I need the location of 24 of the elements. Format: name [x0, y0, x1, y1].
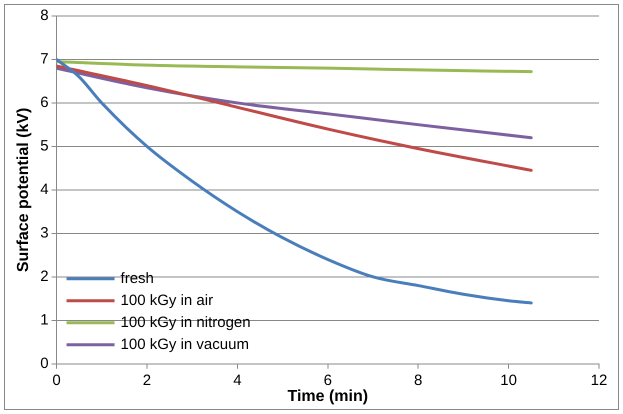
y-tick-label: 7 — [40, 50, 49, 68]
y-tick-label: 0 — [40, 354, 49, 372]
line-series — [56, 64, 533, 172]
x-tick-label: 0 — [52, 372, 61, 389]
y-tick-label: 1 — [40, 311, 49, 328]
legend-label: fresh — [120, 270, 154, 287]
y-tick-label: 6 — [40, 94, 49, 112]
legend-label: 100 kGy in air — [120, 292, 214, 309]
x-axis-title: Time (min) — [287, 388, 368, 405]
legend-label: 100 kGy in nitrogen — [120, 314, 251, 331]
y-tick-label: 3 — [40, 224, 49, 242]
y-tick-label: 8 — [40, 7, 49, 24]
legend-label: 100 kGy in vacuum — [120, 336, 249, 353]
x-tick-label: 8 — [414, 372, 422, 389]
y-tick-label: 2 — [40, 268, 49, 285]
y-axis-title: Surface potential (kV) — [15, 108, 32, 272]
y-tick-label: 4 — [40, 181, 49, 198]
y-tick-label: 5 — [40, 138, 49, 155]
line-series — [56, 60, 533, 74]
x-tick-label: 10 — [500, 372, 517, 389]
x-tick-label: 4 — [233, 372, 242, 389]
x-tick-label: 12 — [590, 372, 608, 389]
x-tick-label: 2 — [142, 372, 152, 389]
x-tick-label: 6 — [324, 372, 332, 389]
